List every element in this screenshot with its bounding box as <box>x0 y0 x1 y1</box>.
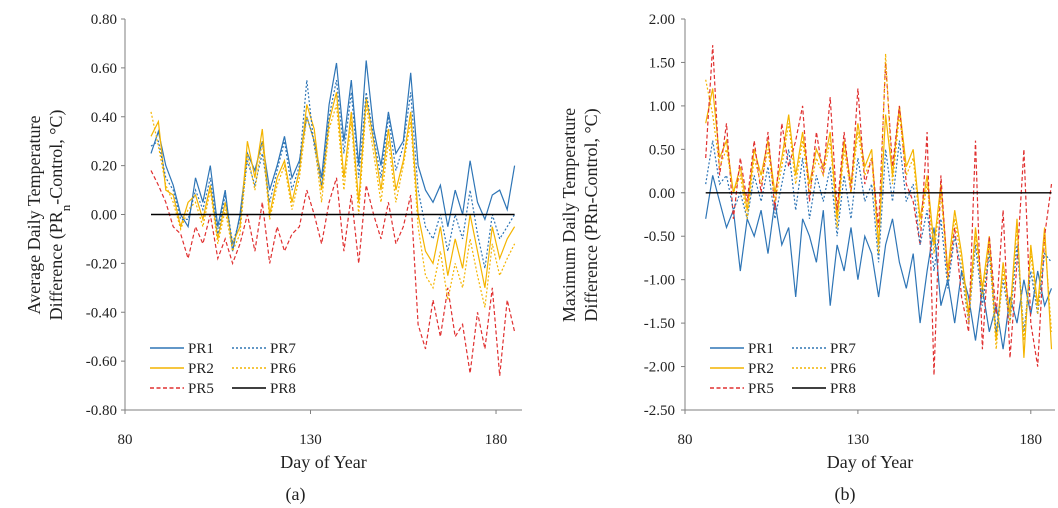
legend-label-pr5: PR5 <box>748 381 774 397</box>
y-tick-label: -2.00 <box>644 360 675 376</box>
y-tick-label: 0.40 <box>91 110 117 126</box>
panel-a: -0.80 -0.60 -0.40 -0.20 0.00 0.20 0.40 0.60 0.80… <box>24 12 522 505</box>
legend-label-pr6: PR6 <box>270 361 296 377</box>
y-axis-title-line1: Maximum Daily Temperature <box>559 108 579 322</box>
x-tick-label: 180 <box>485 432 508 448</box>
y-axis-title: Maximum Daily Temperature Difference (PRn… <box>559 108 602 322</box>
y-tick-label: -0.60 <box>86 354 117 370</box>
y-tick-label: 0.50 <box>649 142 675 158</box>
y-axis-title-line2: Difference (PRn-Control, °C) <box>46 110 73 321</box>
legend-label-pr1: PR1 <box>748 341 774 357</box>
y-tick-label: -2.50 <box>644 403 675 419</box>
legend: PR1 PR7 PR2 PR6 PR5 PR8 <box>150 341 296 397</box>
y-tick-label: -0.20 <box>86 256 117 272</box>
y-tick-label: -1.00 <box>644 273 675 289</box>
y-tick-label: 0.00 <box>649 186 675 202</box>
panel-label: (a) <box>286 484 306 505</box>
legend-label-pr2: PR2 <box>188 361 214 377</box>
y-axis-title-line1: Average Daily Temperature <box>24 116 44 315</box>
series-line-pr7 <box>705 140 1052 332</box>
x-tick-label: 80 <box>678 432 693 448</box>
x-tick-label: 130 <box>847 432 870 448</box>
legend-label-pr6: PR6 <box>830 361 856 377</box>
series-line-pr6 <box>150 104 516 308</box>
y-tick-label: 1.00 <box>649 99 675 115</box>
y-tick-label: -0.40 <box>86 305 117 321</box>
series-line-pr6 <box>705 53 1053 350</box>
y-axis-title: Average Daily Temperature Difference (PRn… <box>24 110 73 321</box>
y-tick-label: 1.50 <box>649 55 675 71</box>
x-axis-title: Day of Year <box>827 452 913 472</box>
legend: PR1 PR7 PR2 PR6 PR5 PR8 <box>710 341 856 397</box>
legend-label-pr5: PR5 <box>188 381 214 397</box>
legend-label-pr8: PR8 <box>830 381 856 397</box>
series-line-pr7 <box>150 79 516 269</box>
y-tick-label: 0.20 <box>91 159 117 175</box>
series-line-pr2 <box>150 92 516 288</box>
y-tick-label: -1.50 <box>644 316 675 332</box>
series-line-pr1 <box>150 60 516 252</box>
x-tick-label: 180 <box>1020 432 1043 448</box>
panel-b: -2.50 -2.00 -1.50 -1.00 -0.50 0.00 0.50 1.00 1.5… <box>559 12 1055 505</box>
series-line-pr5 <box>150 170 516 376</box>
x-axis-title: Day of Year <box>280 452 366 472</box>
y-tick-label: 0.00 <box>91 208 117 224</box>
legend-label-pr8: PR8 <box>270 381 296 397</box>
legend-label-pr7: PR7 <box>270 341 296 357</box>
legend-label-pr7: PR7 <box>830 341 856 357</box>
panel-label: (b) <box>835 484 856 505</box>
y-tick-label: 0.80 <box>91 12 117 28</box>
y-tick-label: 0.60 <box>91 61 117 77</box>
x-tick-label: 80 <box>118 432 133 448</box>
legend-label-pr1: PR1 <box>188 341 214 357</box>
x-tick-label: 130 <box>299 432 322 448</box>
legend-label-pr2: PR2 <box>748 361 774 377</box>
y-tick-label: 2.00 <box>649 12 675 28</box>
y-tick-label: -0.50 <box>644 229 675 245</box>
y-axis-title-line2: Difference (PRn-Control, °C) <box>581 108 602 321</box>
y-tick-label: -0.80 <box>86 403 117 419</box>
